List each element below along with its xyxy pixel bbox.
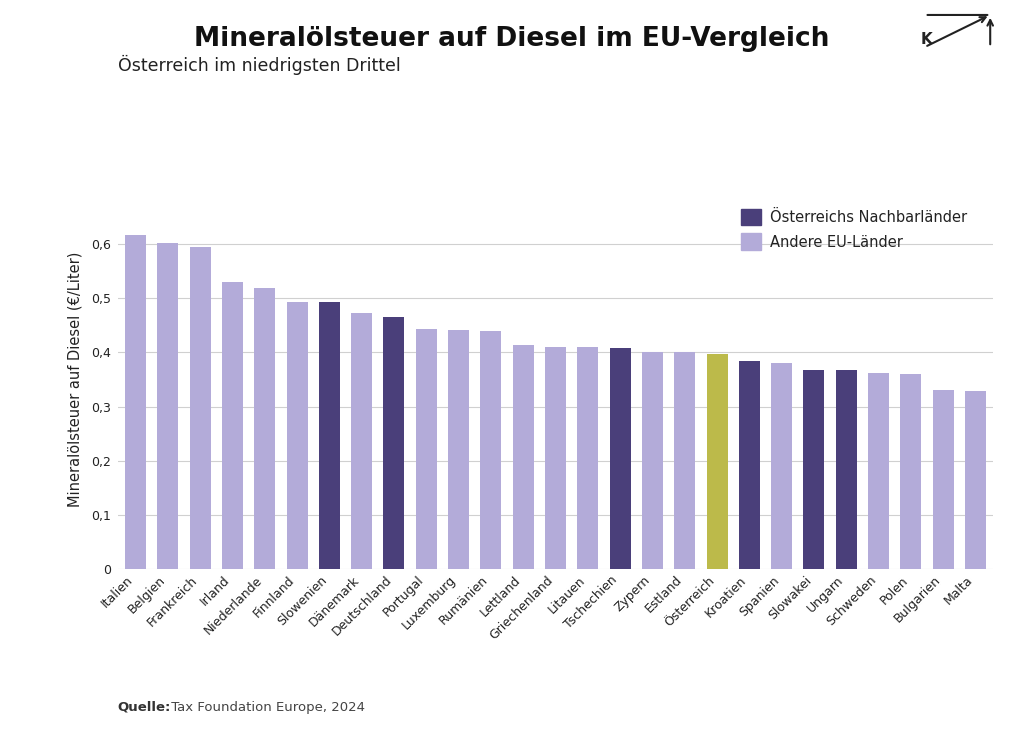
Y-axis label: Mineralölsteuer auf Diesel (€/Liter): Mineralölsteuer auf Diesel (€/Liter) [68,252,83,507]
Bar [868,373,889,569]
Bar [189,247,211,569]
Bar [674,353,695,569]
Bar [707,354,728,569]
Bar [900,374,922,569]
Bar [739,361,760,569]
Bar [318,302,340,569]
Bar [836,370,857,569]
Text: Quelle:: Quelle: [118,701,171,714]
Bar [578,347,598,569]
Bar [287,301,307,569]
Bar [804,370,824,569]
Bar [449,330,469,569]
Bar [222,282,243,569]
Text: Mineralölsteuer auf Diesel im EU-Vergleich: Mineralölsteuer auf Diesel im EU-Verglei… [195,26,829,52]
Bar [383,317,404,569]
Bar [351,313,372,569]
Bar [609,347,631,569]
Bar [545,347,566,569]
Bar [125,235,146,569]
Bar [416,329,437,569]
Bar [771,363,793,569]
Bar [513,345,534,569]
Bar [254,288,275,569]
Bar [480,331,502,569]
Text: Österreich im niedrigsten Drittel: Österreich im niedrigsten Drittel [118,55,400,75]
Bar [642,352,663,569]
Text: K: K [921,32,932,47]
Bar [933,391,953,569]
Bar [158,244,178,569]
Legend: Österreichs Nachbarländer, Andere EU-Länder: Österreichs Nachbarländer, Andere EU-Län… [735,203,973,256]
Text: Tax Foundation Europe, 2024: Tax Foundation Europe, 2024 [167,701,365,714]
Bar [965,391,986,569]
